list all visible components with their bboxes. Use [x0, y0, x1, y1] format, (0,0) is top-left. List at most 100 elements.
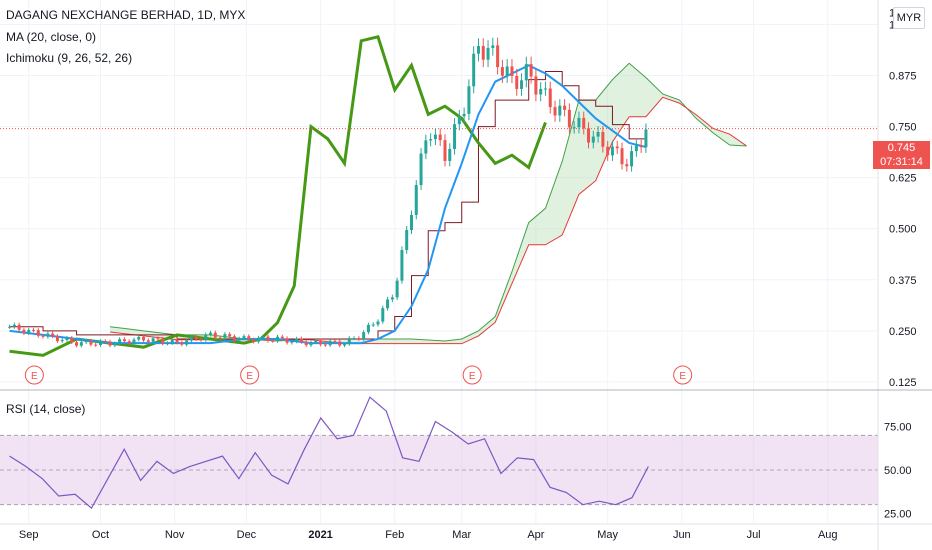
candle — [290, 341, 294, 343]
candle — [376, 321, 380, 325]
earnings-marker-label: E — [679, 371, 686, 382]
candle — [572, 127, 576, 129]
candle — [304, 341, 308, 346]
candle — [170, 339, 174, 344]
candle — [17, 324, 21, 330]
earnings-marker[interactable]: E — [462, 365, 482, 385]
candle — [587, 128, 591, 143]
candle — [515, 75, 519, 89]
rsi-legend: RSI (14, close) — [6, 402, 86, 416]
candle — [328, 341, 332, 346]
candle — [496, 45, 500, 68]
candle — [582, 117, 586, 129]
candle — [558, 105, 562, 116]
candle — [601, 131, 605, 147]
candles — [8, 37, 648, 348]
candle — [615, 146, 619, 149]
candle — [323, 344, 327, 346]
candle — [591, 136, 595, 143]
candle — [84, 340, 88, 343]
rsi-tick-label: 75.00 — [884, 422, 912, 434]
price-tick-label: 0.750 — [889, 122, 917, 134]
candle — [630, 151, 634, 167]
candle — [634, 145, 638, 152]
ma-line — [9, 64, 647, 345]
earnings-marker-label: E — [31, 371, 38, 382]
candle — [55, 336, 59, 342]
candle — [185, 340, 189, 345]
candle — [199, 339, 203, 341]
rsi-band — [0, 435, 878, 505]
candle — [357, 338, 361, 340]
earnings-marker[interactable]: E — [673, 365, 693, 385]
earnings-marker-label: E — [469, 371, 476, 382]
candle — [505, 66, 509, 76]
candle — [409, 214, 413, 231]
candle — [486, 47, 490, 60]
candle — [118, 339, 122, 344]
ichimoku-legend: Ichimoku (9, 26, 52, 26) — [6, 51, 133, 65]
candle — [165, 343, 169, 345]
candle — [261, 336, 265, 338]
candle — [462, 113, 466, 117]
candle — [27, 329, 31, 334]
candle — [36, 330, 40, 336]
candle — [386, 299, 390, 309]
candle — [529, 64, 533, 77]
candle — [247, 336, 251, 340]
candle — [151, 338, 155, 342]
time-tick-label: Apr — [527, 529, 544, 541]
candle — [314, 340, 318, 343]
candle — [395, 280, 399, 298]
ichimoku-cloud — [109, 62, 747, 345]
candle — [122, 339, 126, 342]
candle — [98, 340, 102, 346]
candle — [146, 340, 150, 342]
candle — [252, 339, 256, 342]
candle — [453, 124, 457, 149]
earnings-marker-circle — [240, 365, 260, 385]
candle — [333, 341, 337, 343]
candle — [271, 340, 275, 342]
earnings-marker-circle — [673, 365, 693, 385]
candle — [232, 336, 236, 341]
leading-span-b — [109, 96, 747, 345]
candle — [405, 230, 409, 251]
candle — [161, 338, 165, 344]
candle — [142, 336, 146, 341]
candle — [429, 139, 433, 141]
candle — [218, 337, 222, 339]
chart-title: DAGANG NEXCHANGE BERHAD, 1D, MYX — [6, 8, 246, 22]
rsi-tick-label: 25.00 — [884, 508, 912, 520]
candle — [8, 326, 12, 328]
candle — [180, 342, 184, 345]
indicator-lines — [0, 34, 878, 357]
candle — [51, 333, 55, 337]
candle — [137, 336, 141, 340]
candle — [127, 341, 131, 344]
candle — [209, 332, 213, 335]
earnings-marker[interactable]: E — [24, 365, 44, 385]
candle — [520, 80, 524, 89]
candle — [276, 336, 280, 341]
candle — [75, 342, 79, 346]
price-tick-label: 0.250 — [889, 326, 917, 338]
candle — [41, 335, 45, 337]
rsi-pane — [0, 396, 878, 510]
earnings-marker[interactable]: E — [240, 365, 260, 385]
candle — [481, 46, 485, 60]
time-tick-label: Nov — [165, 529, 185, 541]
rsi-line — [9, 396, 649, 510]
currency-button[interactable]: MYR — [893, 7, 925, 29]
candle — [299, 338, 303, 342]
candle — [400, 250, 404, 281]
time-tick-label: Sep — [19, 529, 39, 541]
candle — [31, 329, 35, 331]
candle — [371, 324, 375, 326]
candle — [644, 129, 648, 148]
candle — [381, 308, 385, 322]
last-price-tag: 0.745 — [873, 141, 930, 155]
lagging-span — [9, 34, 547, 357]
